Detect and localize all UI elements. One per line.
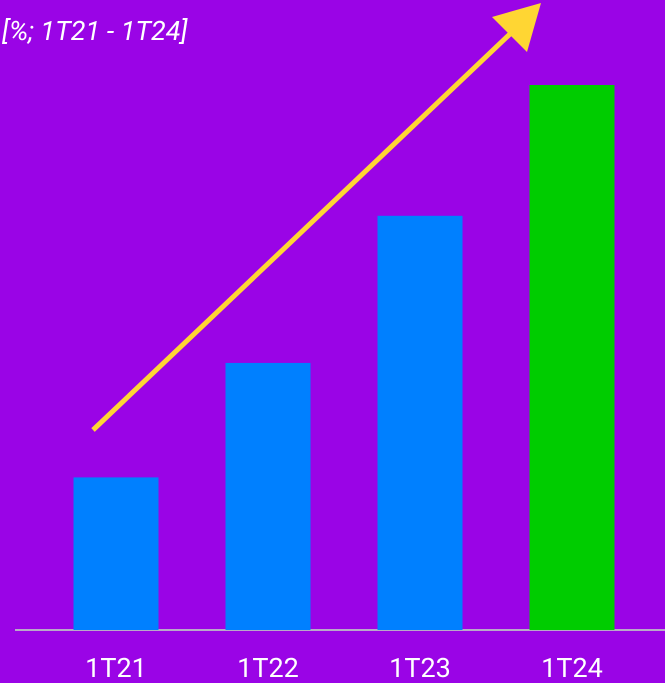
arrow-head bbox=[492, 3, 541, 52]
x-tick-label: 1T24 bbox=[541, 652, 603, 683]
bar bbox=[529, 85, 615, 630]
bars bbox=[73, 85, 615, 631]
bar bbox=[225, 362, 311, 630]
bar bbox=[73, 477, 159, 630]
trend-arrow bbox=[91, 32, 512, 432]
chart-subtitle: [%; 1T21 - 1T24] bbox=[2, 15, 188, 47]
x-tick-label: 1T22 bbox=[237, 652, 299, 683]
x-tick-label: 1T23 bbox=[389, 652, 451, 683]
x-tick-label: 1T21 bbox=[85, 652, 147, 683]
bar bbox=[377, 215, 463, 631]
